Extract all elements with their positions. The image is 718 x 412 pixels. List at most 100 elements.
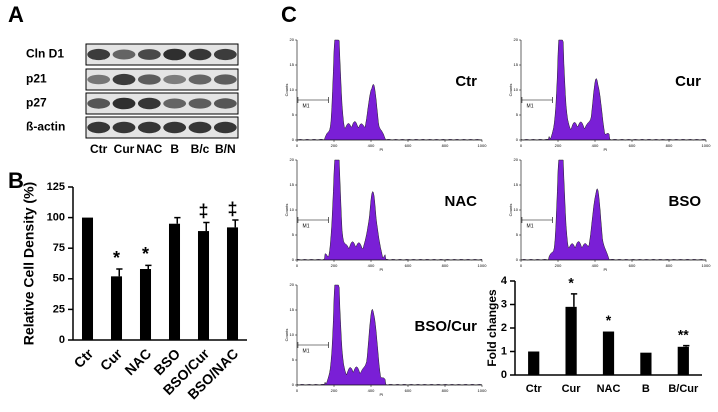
histogram-label: BSO/Cur: [414, 318, 477, 335]
x-axis-label: PI: [604, 147, 608, 152]
gate-label: M1: [303, 223, 310, 229]
y-tick-label: 50: [53, 273, 65, 285]
y-tick-label: 10: [514, 207, 519, 212]
gate-label: M1: [527, 223, 534, 229]
histogram-label: NAC: [445, 193, 478, 210]
blot-band: [137, 49, 161, 60]
gate-label: M1: [527, 103, 534, 109]
x-tick-label: 400: [592, 263, 599, 268]
histogram-frame: [520, 40, 706, 141]
y-tick-label: 20: [290, 282, 295, 287]
bar: [139, 269, 152, 340]
significance-marker: *: [113, 248, 120, 268]
blot-lane-label: B/c: [191, 142, 210, 156]
bar: [168, 223, 181, 340]
blot-band: [87, 121, 111, 134]
blot-lane-label: NAC: [136, 142, 162, 156]
x-axis-label: PI: [380, 147, 384, 152]
y-tick-label: 4: [501, 275, 508, 287]
y-tick-label: 20: [514, 37, 519, 42]
x-tick-label: 800: [442, 263, 449, 268]
y-axis-label: Counts: [284, 84, 289, 97]
y-tick-label: 100: [47, 212, 65, 224]
blot-row-label: p27: [26, 96, 47, 110]
y-tick-label: 20: [290, 157, 295, 162]
blot-lane-label: Cur: [114, 142, 135, 156]
histogram-frame: [520, 160, 706, 261]
error-bar: [145, 264, 152, 270]
blot-band: [188, 121, 212, 134]
y-tick-label: 5: [292, 357, 295, 362]
error-bar: [570, 293, 578, 307]
histogram-frame: [296, 40, 482, 141]
gate-marker: [297, 97, 329, 103]
significance-marker: *: [142, 244, 149, 264]
blot-row-label: Cln D1: [26, 47, 64, 61]
x-tick-label: 400: [368, 388, 375, 393]
blot-band: [112, 49, 136, 60]
x-tick-label: 800: [442, 143, 449, 148]
blot-band: [213, 98, 237, 109]
x-tick-label: Ctr: [526, 383, 543, 395]
gate-label: M1: [303, 103, 310, 109]
error-bar: [683, 344, 690, 347]
bar: [197, 231, 210, 340]
x-tick-label: 0: [520, 263, 523, 268]
y-tick-label: 125: [47, 181, 65, 193]
y-axis-label: Counts: [508, 204, 513, 217]
panel-label: C: [281, 2, 297, 27]
x-tick-label: 200: [331, 388, 338, 393]
blot-band: [213, 48, 237, 61]
histogram-area: [520, 159, 707, 261]
significance-marker: ‡: [198, 201, 208, 221]
blot-band: [163, 48, 187, 61]
x-tick-label: 600: [405, 263, 412, 268]
y-tick-label: 5: [516, 232, 519, 237]
y-tick-label: 20: [514, 157, 519, 162]
x-tick-label: 1000: [702, 143, 712, 148]
gate-marker: [521, 217, 553, 223]
gate-label: M1: [303, 348, 310, 354]
blot-row-label: ß-actin: [26, 120, 65, 134]
blot-band: [112, 121, 136, 134]
panel-label: B: [8, 168, 24, 193]
x-tick-label: 0: [296, 143, 299, 148]
y-axis-label: Fold changes: [485, 289, 499, 367]
y-tick-label: 0: [501, 369, 507, 381]
x-tick-label: NAC: [121, 345, 154, 378]
bar: [110, 276, 123, 340]
y-tick-label: 0: [59, 334, 65, 346]
gate-marker: [297, 217, 329, 223]
y-tick-label: 20: [290, 37, 295, 42]
x-tick-label: 600: [405, 388, 412, 393]
y-tick-label: 0: [292, 257, 295, 262]
y-tick-label: 5: [292, 232, 295, 237]
blot-band: [87, 74, 111, 85]
error-bar: [203, 221, 210, 232]
y-axis-label: Counts: [284, 204, 289, 217]
y-tick-label: 3: [501, 298, 507, 310]
significance-marker: **: [678, 326, 689, 342]
y-tick-label: 10: [290, 207, 295, 212]
x-tick-label: 0: [520, 143, 523, 148]
x-tick-label: NAC: [597, 383, 621, 395]
y-tick-label: 15: [290, 62, 295, 67]
bar: [640, 352, 652, 375]
y-axis-label: Relative Cell Density (%): [21, 182, 37, 345]
histogram-area: [296, 284, 483, 386]
significance-marker: *: [568, 275, 574, 291]
y-tick-label: 1: [501, 345, 507, 357]
blot-lane-label: B: [170, 142, 179, 156]
y-tick-label: 0: [516, 137, 519, 142]
blot-row-label: p21: [26, 72, 47, 86]
x-tick-label: 800: [666, 143, 673, 148]
x-tick-label: 600: [405, 143, 412, 148]
x-tick-label: 600: [629, 143, 636, 148]
y-tick-label: 0: [516, 257, 519, 262]
y-tick-label: 25: [53, 303, 65, 315]
blot-band: [87, 98, 111, 109]
blot-band: [163, 74, 187, 85]
x-tick-label: 800: [442, 388, 449, 393]
blot-band: [163, 121, 187, 134]
blot-lane-label: B/N: [215, 142, 236, 156]
